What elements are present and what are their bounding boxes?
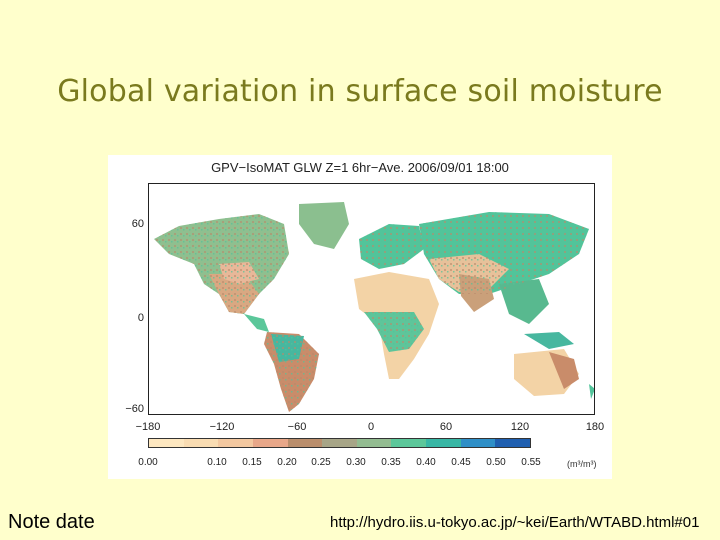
colorbar-label: 0.10 xyxy=(207,457,227,468)
note-date: Note date xyxy=(8,511,95,533)
colorbar xyxy=(148,438,531,448)
colorbar-segment xyxy=(149,439,184,447)
colorbar-segment xyxy=(287,439,323,447)
y-tick-minus-60: −60 xyxy=(125,403,144,415)
colorbar-segment xyxy=(495,439,531,447)
colorbar-segment xyxy=(356,439,392,447)
slide-title: Global variation in surface soil moistur… xyxy=(57,74,663,109)
x-tick-180: 180 xyxy=(585,421,605,433)
colorbar-label: 0.50 xyxy=(486,457,506,468)
world-map xyxy=(148,183,595,415)
colorbar-label: 0.45 xyxy=(451,457,471,468)
colorbar-segment xyxy=(426,439,461,447)
x-tick-120: 120 xyxy=(510,421,530,433)
colorbar-segment xyxy=(218,439,253,447)
x-tick-minus-120: −120 xyxy=(209,421,235,433)
colorbar-unit: (m³/m³) xyxy=(567,459,597,469)
colorbar-label: 0.40 xyxy=(416,457,436,468)
colorbar-segment xyxy=(391,439,427,447)
colorbar-label: 0.25 xyxy=(311,457,331,468)
world-map-image xyxy=(154,202,594,412)
x-tick-0: 0 xyxy=(367,421,375,433)
colorbar-label: 0.35 xyxy=(381,457,401,468)
colorbar-label: 0.15 xyxy=(242,457,262,468)
colorbar-label: 0.20 xyxy=(277,457,297,468)
colorbar-label: 0.55 xyxy=(521,457,541,468)
colorbar-segment xyxy=(322,439,357,447)
colorbar-label: 0.00 xyxy=(138,457,158,468)
soil-moisture-figure: GPV−IsoMAT GLW Z=1 6hr−Ave. 2006/09/01 1… xyxy=(108,155,612,479)
y-tick-60: 60 xyxy=(131,218,144,230)
x-tick-minus-60: −60 xyxy=(287,421,307,433)
source-url[interactable]: http://hydro.iis.u-tokyo.ac.jp/~kei/Eart… xyxy=(330,514,700,531)
colorbar-segment xyxy=(183,439,219,447)
y-tick-0: 0 xyxy=(137,312,144,324)
colorbar-label: 0.30 xyxy=(346,457,366,468)
colorbar-segment xyxy=(252,439,288,447)
colorbar-segment xyxy=(460,439,496,447)
x-tick-60: 60 xyxy=(439,421,453,433)
x-tick-minus-180: −180 xyxy=(135,421,161,433)
figure-title: GPV−IsoMAT GLW Z=1 6hr−Ave. 2006/09/01 1… xyxy=(211,160,509,175)
